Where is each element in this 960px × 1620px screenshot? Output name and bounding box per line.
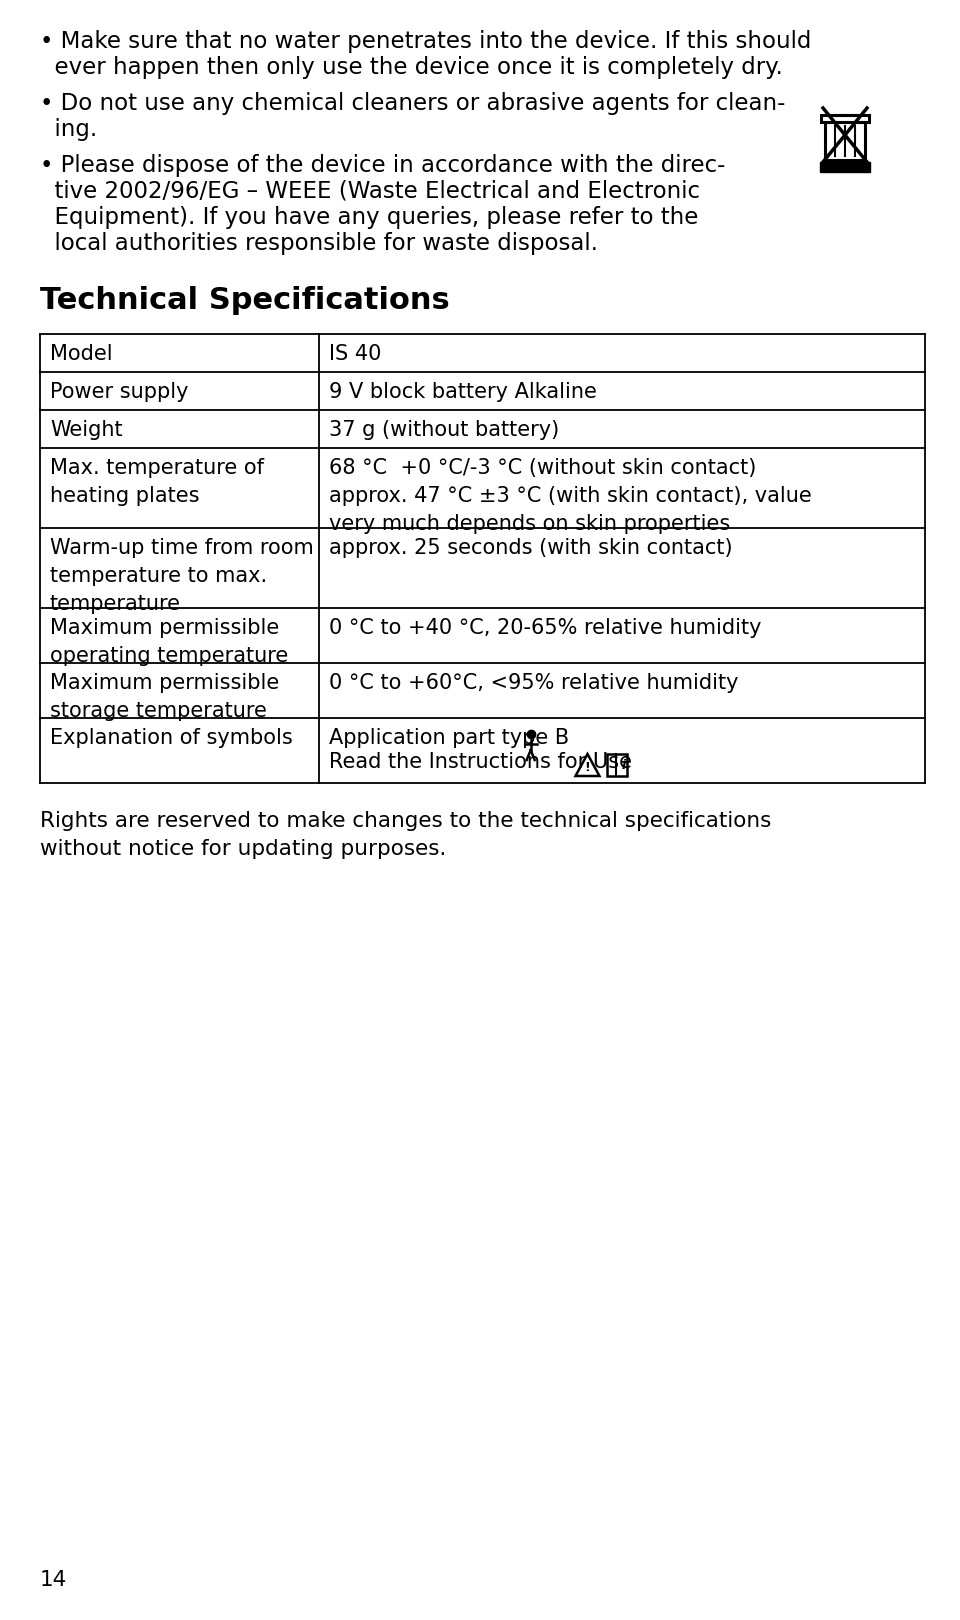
Text: local authorities responsible for waste disposal.: local authorities responsible for waste … (40, 232, 598, 254)
Text: 14: 14 (40, 1570, 67, 1589)
Text: Model: Model (50, 343, 112, 364)
Bar (825, 122, 865, 160)
Text: !: ! (585, 761, 590, 774)
Text: Power supply: Power supply (50, 382, 188, 402)
Text: Application part type B: Application part type B (328, 727, 569, 748)
Text: Maximum permissible
operating temperature: Maximum permissible operating temperatur… (50, 617, 288, 666)
Text: • Do not use any chemical cleaners or abrasive agents for clean-: • Do not use any chemical cleaners or ab… (40, 92, 785, 115)
Text: Warm-up time from room
temperature to max.
temperature: Warm-up time from room temperature to ma… (50, 538, 314, 614)
Text: ever happen then only use the device once it is completely dry.: ever happen then only use the device onc… (40, 57, 782, 79)
Text: 9 V block battery Alkaline: 9 V block battery Alkaline (328, 382, 597, 402)
Text: Technical Specifications: Technical Specifications (40, 287, 449, 314)
Text: 37 g (without battery): 37 g (without battery) (328, 420, 559, 441)
Text: Maximum permissible
storage temperature: Maximum permissible storage temperature (50, 672, 279, 721)
Text: 0 °C to +60°C, <95% relative humidity: 0 °C to +60°C, <95% relative humidity (328, 672, 738, 693)
Bar (608, 753, 628, 776)
Text: i: i (622, 760, 626, 773)
Text: approx. 25 seconds (with skin contact): approx. 25 seconds (with skin contact) (328, 538, 732, 557)
Text: Rights are reserved to make changes to the technical specifications
without noti: Rights are reserved to make changes to t… (40, 812, 772, 859)
Text: tive 2002/96/EG – WEEE (Waste Electrical and Electronic: tive 2002/96/EG – WEEE (Waste Electrical… (40, 180, 700, 202)
Text: 68 °C  +0 °C/-3 °C (without skin contact)
approx. 47 °C ±3 °C (with skin contact: 68 °C +0 °C/-3 °C (without skin contact)… (328, 458, 811, 535)
Text: ing.: ing. (40, 118, 97, 141)
Text: • Please dispose of the device in accordance with the direc-: • Please dispose of the device in accord… (40, 154, 726, 177)
Text: Explanation of symbols: Explanation of symbols (50, 727, 293, 748)
Text: Weight: Weight (50, 420, 123, 441)
Bar (820, 162, 870, 172)
Text: Equipment). If you have any queries, please refer to the: Equipment). If you have any queries, ple… (40, 206, 698, 228)
Text: Read the Instructions for Use: Read the Instructions for Use (328, 752, 632, 773)
Text: IS 40: IS 40 (328, 343, 381, 364)
Text: 0 °C to +40 °C, 20-65% relative humidity: 0 °C to +40 °C, 20-65% relative humidity (328, 617, 761, 638)
Bar (821, 115, 869, 122)
Text: • Make sure that no water penetrates into the device. If this should: • Make sure that no water penetrates int… (40, 31, 811, 53)
Text: Max. temperature of
heating plates: Max. temperature of heating plates (50, 458, 264, 505)
